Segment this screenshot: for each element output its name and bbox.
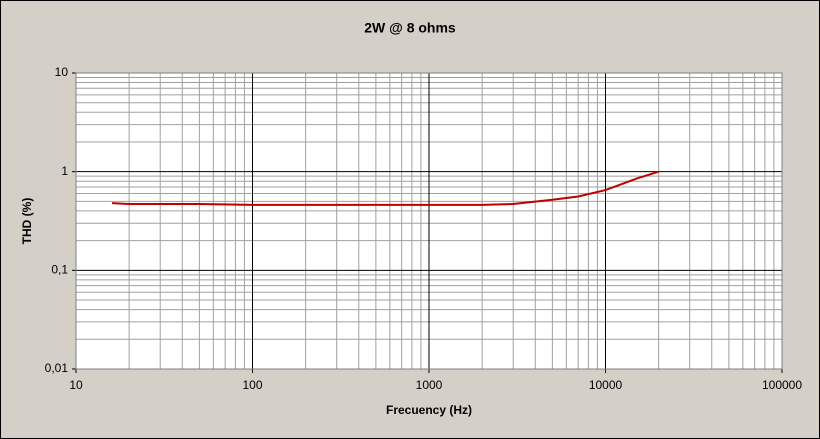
- y-tick-label: 10: [55, 65, 69, 79]
- y-tick-label: 0,1: [51, 263, 68, 277]
- plot-border: [75, 72, 783, 370]
- grid: [72, 72, 783, 373]
- y-tick-label: 1: [61, 164, 68, 178]
- x-tick-label: 10: [69, 378, 83, 392]
- y-axis-label: THD (%): [20, 198, 34, 245]
- data-line: [111, 170, 659, 206]
- chart-title: 2W @ 8 ohms: [364, 20, 456, 36]
- x-tick-label: 100: [242, 378, 262, 392]
- x-tick-label: 10000: [589, 378, 623, 392]
- y-tick-label: 0,01: [45, 361, 69, 375]
- x-axis-label: Frecuency (Hz): [386, 403, 472, 417]
- x-tick-label: 100000: [762, 378, 802, 392]
- x-tick-label: 1000: [416, 378, 443, 392]
- marks: [111, 170, 659, 206]
